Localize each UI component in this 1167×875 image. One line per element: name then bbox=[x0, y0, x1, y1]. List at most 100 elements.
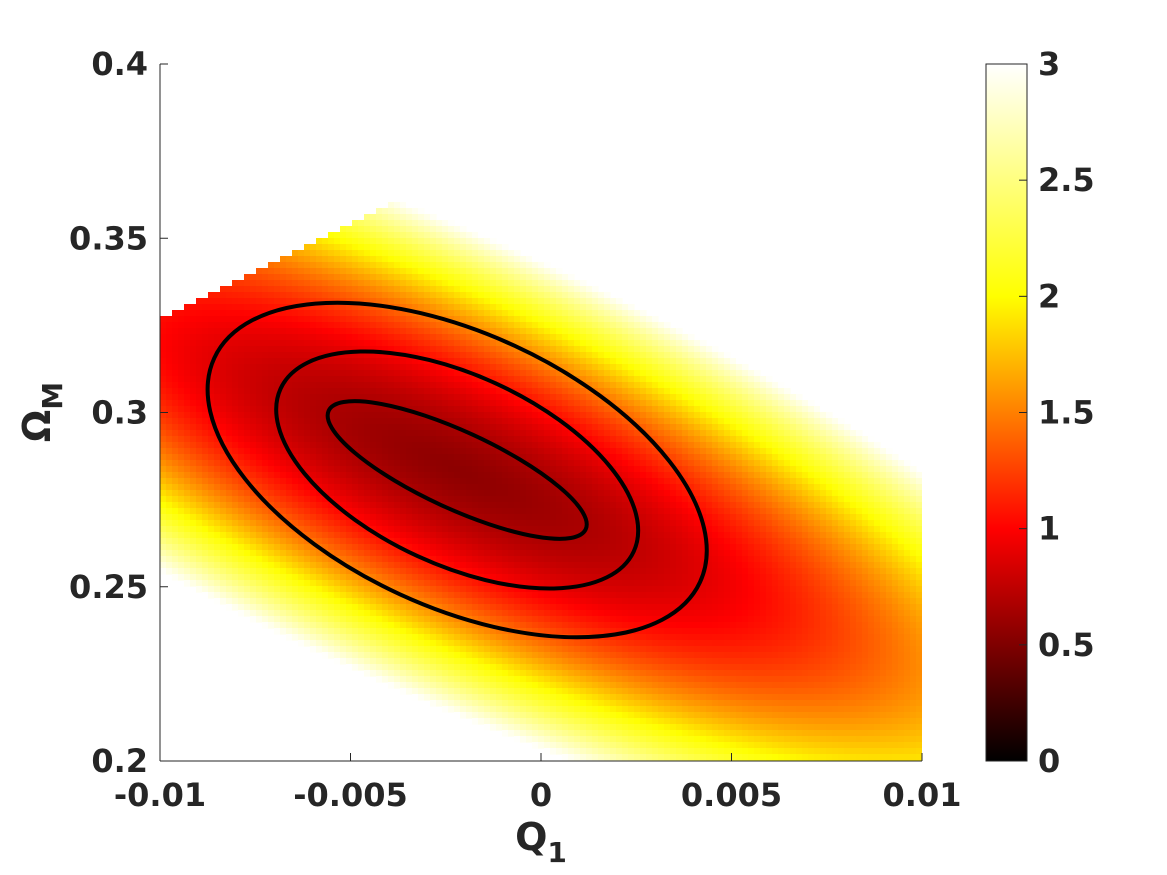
heatmap-cell bbox=[172, 466, 179, 473]
heatmap-cell bbox=[676, 358, 683, 365]
heatmap-cell bbox=[286, 436, 293, 443]
heatmap-cell bbox=[598, 484, 605, 491]
heatmap-cell bbox=[616, 346, 623, 353]
heatmap-cell bbox=[874, 496, 881, 503]
heatmap-cell bbox=[634, 364, 641, 371]
heatmap-cell bbox=[700, 442, 707, 449]
heatmap-cell bbox=[274, 310, 281, 317]
heatmap-cell bbox=[850, 472, 857, 479]
heatmap-cell bbox=[418, 214, 425, 221]
heatmap-cell bbox=[202, 340, 209, 347]
heatmap-cell bbox=[718, 430, 725, 437]
heatmap-cell bbox=[820, 478, 827, 485]
heatmap-cell bbox=[442, 400, 449, 407]
heatmap-cell bbox=[208, 382, 215, 389]
heatmap-cell bbox=[298, 322, 305, 329]
heatmap-cell bbox=[700, 484, 707, 491]
heatmap-cell bbox=[436, 268, 443, 275]
heatmap-cell bbox=[244, 286, 251, 293]
heatmap-cell bbox=[406, 514, 413, 521]
heatmap-cell bbox=[496, 418, 503, 425]
heatmap-cell bbox=[718, 382, 725, 389]
heatmap-cell bbox=[406, 472, 413, 479]
heatmap-cell bbox=[856, 502, 863, 509]
heatmap-cell bbox=[454, 400, 461, 407]
heatmap-cell bbox=[526, 358, 533, 365]
heatmap-cell bbox=[424, 316, 431, 323]
heatmap-cell bbox=[448, 394, 455, 401]
heatmap-cell bbox=[868, 496, 875, 503]
heatmap-cell bbox=[190, 424, 197, 431]
heatmap-cell bbox=[466, 490, 473, 497]
heatmap-cell bbox=[502, 328, 509, 335]
heatmap-cell bbox=[388, 268, 395, 275]
heatmap-cell bbox=[760, 496, 767, 503]
heatmap-cell bbox=[328, 328, 335, 335]
heatmap-cell bbox=[802, 508, 809, 515]
heatmap-cell bbox=[592, 508, 599, 515]
heatmap-cell bbox=[376, 502, 383, 509]
heatmap-cell bbox=[358, 334, 365, 341]
heatmap-cell bbox=[508, 508, 515, 515]
heatmap-cell bbox=[730, 430, 737, 437]
heatmap-cell bbox=[352, 442, 359, 449]
heatmap-cell bbox=[796, 484, 803, 491]
heatmap-cell bbox=[268, 400, 275, 407]
heatmap-cell bbox=[592, 298, 599, 305]
heatmap-cell bbox=[826, 448, 833, 455]
heatmap-cell bbox=[202, 406, 209, 413]
heatmap-cell bbox=[406, 448, 413, 455]
heatmap-cell bbox=[754, 388, 761, 395]
heatmap-cell bbox=[178, 388, 185, 395]
heatmap-cell bbox=[892, 508, 899, 515]
heatmap-cell bbox=[238, 394, 245, 401]
heatmap-cell bbox=[508, 436, 515, 443]
heatmap-cell bbox=[604, 436, 611, 443]
heatmap-cell bbox=[376, 316, 383, 323]
heatmap-cell bbox=[688, 340, 695, 347]
heatmap-cell bbox=[544, 274, 551, 281]
heatmap-cell bbox=[520, 496, 527, 503]
heatmap-cell bbox=[724, 520, 731, 527]
heatmap-cell bbox=[388, 370, 395, 377]
heatmap-cell bbox=[838, 484, 845, 491]
heatmap-cell bbox=[544, 442, 551, 449]
heatmap-cell bbox=[250, 370, 257, 377]
heatmap-cell bbox=[448, 376, 455, 383]
heatmap-cell bbox=[514, 526, 521, 533]
heatmap-cell bbox=[610, 334, 617, 341]
heatmap-cell bbox=[322, 466, 329, 473]
heatmap-cell bbox=[280, 532, 287, 539]
heatmap-cell bbox=[214, 466, 221, 473]
heatmap-cell bbox=[238, 316, 245, 323]
heatmap-cell bbox=[760, 472, 767, 479]
heatmap-cell bbox=[412, 454, 419, 461]
heatmap-cell bbox=[592, 316, 599, 323]
heatmap-cell bbox=[472, 490, 479, 497]
heatmap-cell bbox=[820, 520, 827, 527]
heatmap-cell bbox=[436, 394, 443, 401]
heatmap-cell bbox=[364, 478, 371, 485]
heatmap-cell bbox=[310, 256, 317, 263]
heatmap-cell bbox=[760, 394, 767, 401]
heatmap-cell bbox=[226, 406, 233, 413]
heatmap-cell bbox=[304, 436, 311, 443]
heatmap-cell bbox=[268, 370, 275, 377]
heatmap-cell bbox=[466, 472, 473, 479]
heatmap-cell bbox=[526, 316, 533, 323]
heatmap-cell bbox=[658, 334, 665, 341]
heatmap-cell bbox=[448, 334, 455, 341]
heatmap-cell bbox=[508, 496, 515, 503]
heatmap-cell bbox=[604, 526, 611, 533]
heatmap-cell bbox=[448, 280, 455, 287]
heatmap-cell bbox=[676, 448, 683, 455]
heatmap-cell bbox=[502, 478, 509, 485]
heatmap-cell bbox=[256, 334, 263, 341]
heatmap-cell bbox=[400, 448, 407, 455]
heatmap-cell bbox=[316, 532, 323, 539]
heatmap-cell bbox=[196, 460, 203, 467]
heatmap-cell bbox=[478, 274, 485, 281]
heatmap-cell bbox=[544, 394, 551, 401]
heatmap-cell bbox=[274, 334, 281, 341]
heatmap-cell bbox=[262, 484, 269, 491]
